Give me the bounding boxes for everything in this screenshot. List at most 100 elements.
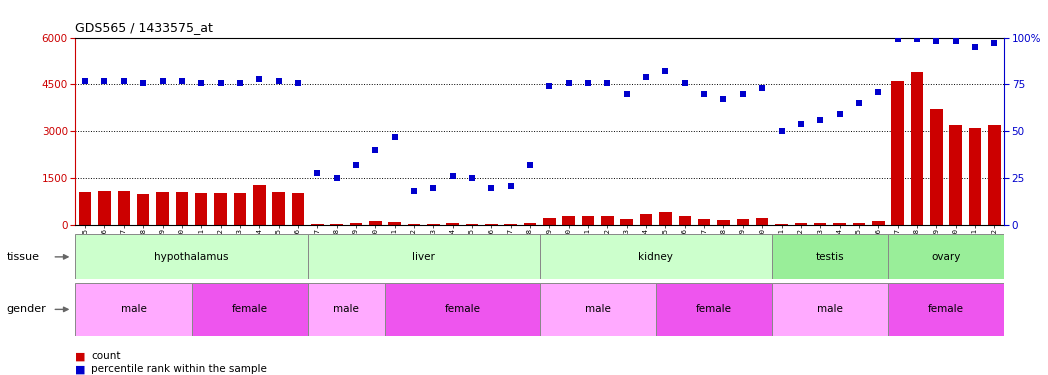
Text: kidney: kidney [638,252,673,262]
Bar [234,192,246,225]
Bar [117,191,130,225]
Bar [540,283,656,336]
Point [154,78,171,84]
Bar [888,234,1004,279]
Bar [930,110,942,225]
Bar [794,223,807,225]
Bar [192,283,308,336]
Text: male: male [817,304,843,314]
Text: ■: ■ [75,364,86,374]
Point [424,184,441,190]
Bar [79,192,91,225]
Bar [872,221,885,225]
Bar [504,224,517,225]
Point [309,170,326,176]
Bar [833,223,846,225]
Bar [427,224,439,225]
Text: count: count [91,351,121,361]
Bar [891,81,903,225]
Bar [543,218,555,225]
Text: percentile rank within the sample: percentile rank within the sample [91,364,267,374]
Point [657,68,674,74]
Point [96,78,113,84]
Bar [563,216,575,225]
Bar [949,125,962,225]
Point [348,162,365,168]
Bar [389,222,401,225]
Bar [582,216,594,225]
Point [909,36,925,42]
Bar [75,283,192,336]
Point [212,80,228,86]
Bar [888,283,1004,336]
Bar [602,216,614,225]
Text: ■: ■ [75,351,86,361]
Point [502,183,519,189]
Point [77,78,93,84]
Bar [814,223,827,225]
Bar [385,283,540,336]
Bar [195,193,208,225]
Text: female: female [696,304,732,314]
Bar [253,185,265,225]
Point [522,162,539,168]
Bar [717,220,729,225]
Text: female: female [444,304,480,314]
Text: testis: testis [815,252,845,262]
Point [232,80,248,86]
Bar [156,192,169,225]
Bar [308,234,540,279]
Point [174,78,191,84]
Bar [176,192,189,225]
Bar [776,224,788,225]
Point [328,175,345,181]
Point [561,80,577,86]
Point [696,91,713,97]
Text: liver: liver [412,252,435,262]
Text: gender: gender [6,304,46,314]
Point [986,40,1003,46]
Bar [308,283,385,336]
Text: male: male [333,304,359,314]
Bar [911,72,923,225]
Point [580,80,596,86]
Point [483,184,500,190]
Bar [330,224,343,225]
Point [135,80,152,86]
Text: male: male [121,304,147,314]
Point [966,44,983,50]
Point [773,128,790,134]
Point [599,80,616,86]
Point [889,36,905,42]
Point [618,91,635,97]
Bar [659,212,672,225]
Bar [214,193,226,225]
Point [270,78,287,84]
Point [444,173,461,179]
Point [463,175,480,181]
Bar [137,194,150,225]
Bar [446,224,459,225]
Bar [737,219,749,225]
Bar [640,214,653,225]
Bar [853,224,866,225]
Text: hypothalamus: hypothalamus [154,252,228,262]
Point [115,78,132,84]
Bar [291,193,304,225]
Point [367,147,384,153]
Bar [968,128,981,225]
Bar [540,234,771,279]
Point [735,91,751,97]
Bar [771,283,888,336]
Point [947,38,964,44]
Point [927,38,944,44]
Point [754,85,770,91]
Text: GDS565 / 1433575_at: GDS565 / 1433575_at [75,21,214,34]
Point [676,80,693,86]
Text: male: male [585,304,611,314]
Bar [350,224,363,225]
Point [831,111,848,117]
Bar [465,224,478,225]
Bar [408,224,420,225]
Text: ovary: ovary [932,252,961,262]
